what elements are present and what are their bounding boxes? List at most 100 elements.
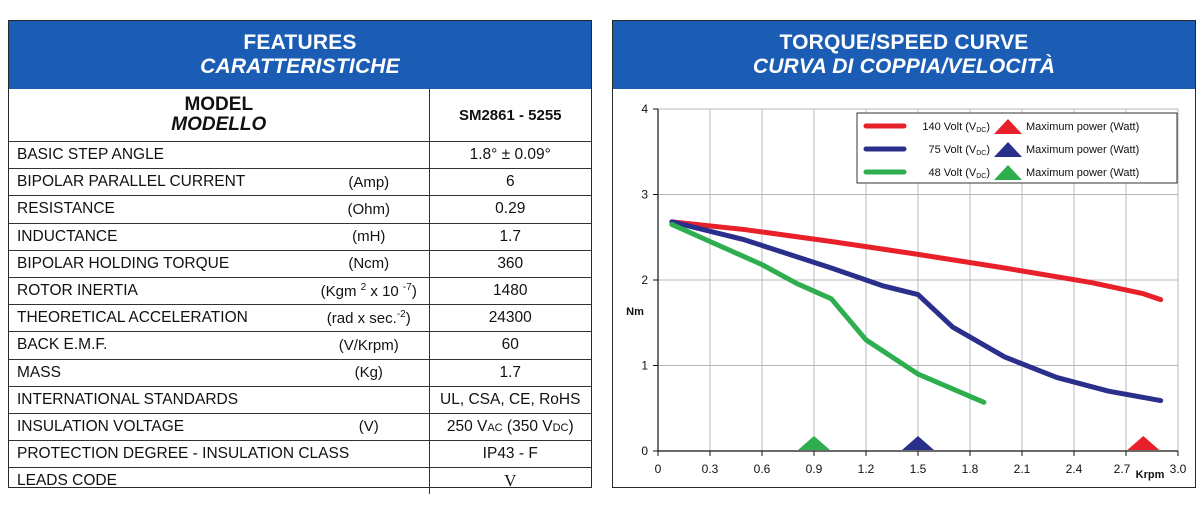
x-tick-label: 1.8 <box>962 462 979 476</box>
spec-unit <box>309 386 430 414</box>
spec-row: BIPOLAR PARALLEL CURRENT (Amp) 6 <box>9 168 591 197</box>
spec-row: BACK E.M.F. (V/Krpm) 60 <box>9 331 591 360</box>
legend-triangle <box>994 165 1022 180</box>
spec-name: INDUCTANCE <box>9 223 309 251</box>
y-tick-label: 1 <box>641 359 648 373</box>
x-tick-label: 1.2 <box>858 462 875 476</box>
spec-unit-exponent: 2 <box>360 282 367 294</box>
torque-speed-panel: TORQUE/SPEED CURVE CURVA DI COPPIA/VELOC… <box>612 20 1196 488</box>
model-label: MODEL <box>184 94 254 115</box>
spec-unit-text: ) <box>411 283 417 301</box>
legend-label: 48 Volt (VDC) <box>929 167 991 180</box>
y-tick-label: 3 <box>641 188 648 202</box>
spec-row: BIPOLAR HOLDING TORQUE (Ncm) 360 <box>9 250 591 278</box>
max-power-marker <box>1127 436 1160 450</box>
spec-value-text: (350 V <box>502 417 553 435</box>
spec-name: MASS <box>9 359 309 387</box>
model-row: MODEL MODELLO SM2861 - 5255 <box>9 89 591 142</box>
features-header: FEATURES CARATTERISTICHE <box>9 21 591 89</box>
legend-box <box>856 112 1178 184</box>
legend-label: 140 Volt (VDC) <box>922 121 990 134</box>
spec-name: INSULATION VOLTAGE <box>9 413 309 442</box>
spec-value: 1.7 <box>429 359 591 387</box>
x-tick-label: 0.3 <box>702 462 719 476</box>
x-tick-label: 0.9 <box>806 462 823 476</box>
spec-row: INTERNATIONAL STANDARDS UL, CSA, CE, RoHS <box>9 386 591 414</box>
max-power-marker <box>902 436 934 450</box>
legend-marker-text: Maximum power (Watt) <box>1026 144 1139 156</box>
spec-value: 1.7 <box>429 223 591 251</box>
spec-value: 0.29 <box>429 195 591 224</box>
y-tick-label: 4 <box>641 102 648 116</box>
spec-row: PROTECTION DEGREE - INSULATION CLASS IP43… <box>9 440 591 469</box>
spec-name: PROTECTION DEGREE - INSULATION CLASS <box>9 440 349 469</box>
features-subtitle: CARATTERISTICHE <box>200 55 400 78</box>
spec-value: UL, CSA, CE, RoHS <box>429 386 591 414</box>
legend-label-text: 140 Volt (V <box>922 121 976 133</box>
spec-value: V <box>504 471 517 491</box>
chart-title: TORQUE/SPEED CURVE <box>779 31 1029 54</box>
spec-unit <box>309 467 430 495</box>
series-line <box>669 221 987 405</box>
spec-value-sub: DC <box>552 421 569 434</box>
y-tick-label: 2 <box>641 273 648 287</box>
features-panel: FEATURES CARATTERISTICHE MODEL MODELLO S… <box>8 20 592 495</box>
spec-unit: (Ncm) <box>309 250 430 278</box>
spec-unit-text: (rad x sec. <box>326 310 397 328</box>
legend-label-end: ) <box>986 144 990 156</box>
x-axis-label: Krpm <box>1136 469 1165 481</box>
spec-name: LEADS CODE <box>17 472 117 490</box>
spec-unit: (V) <box>309 413 430 442</box>
model-label-it: MODELLO <box>171 114 267 135</box>
spec-row: MASS (Kg) 1.7 <box>9 359 591 387</box>
spec-unit <box>309 440 430 469</box>
x-tick-label: 0 <box>655 462 662 476</box>
spec-unit: (Kgm 2 x 10 -7) <box>309 277 430 306</box>
x-tick-label: 2.4 <box>1066 462 1083 476</box>
spec-value: 1480 <box>429 277 591 306</box>
spec-unit: (Kg) <box>309 359 430 387</box>
spec-name: BASIC STEP ANGLE <box>9 141 309 170</box>
spec-value: 6 <box>429 168 591 197</box>
spec-value: 24300 <box>429 304 591 333</box>
spec-unit: (mH) <box>309 223 430 251</box>
series-line <box>669 219 1164 303</box>
spec-value: IP43 - F <box>429 440 591 469</box>
spec-name: ROTOR INERTIA <box>9 277 309 306</box>
legend-label-text: 48 Volt (V <box>929 167 977 179</box>
spec-name: BACK E.M.F. <box>9 331 309 360</box>
legend-marker-text: Maximum power (Watt) <box>1026 167 1139 179</box>
spec-name: THEORETICAL ACCELERATION <box>9 304 309 333</box>
spec-value-sub: AC <box>487 421 503 434</box>
spec-name: BIPOLAR PARALLEL CURRENT <box>9 168 309 197</box>
spec-value: 250 VAC (350 VDC) <box>429 413 591 442</box>
spec-row: ROTOR INERTIA (Kgm 2 x 10 -7) 1480 <box>9 277 591 306</box>
spec-unit: (V/Krpm) <box>309 331 430 360</box>
spec-unit <box>309 141 430 170</box>
x-tick-label: 2.1 <box>1014 462 1031 476</box>
y-tick-label: 0 <box>641 444 648 458</box>
spec-unit-text: ) <box>405 310 411 328</box>
spec-name: INTERNATIONAL STANDARDS <box>9 386 309 414</box>
spec-name: BIPOLAR HOLDING TORQUE <box>9 250 309 278</box>
model-value: SM2861 - 5255 <box>429 89 591 142</box>
features-title: FEATURES <box>243 31 357 54</box>
spec-row: LEADS CODE V <box>9 467 591 495</box>
legend-label-sub: DC <box>976 173 986 180</box>
legend-triangle <box>994 142 1022 157</box>
legend-label-sub: DC <box>976 150 986 157</box>
spec-value: 60 <box>429 331 591 360</box>
spec-row: INSULATION VOLTAGE (V) 250 VAC (350 VDC) <box>9 413 591 442</box>
legend-label-end: ) <box>986 167 990 179</box>
x-tick-label: 0.6 <box>754 462 771 476</box>
spec-value-text: ) <box>568 417 574 435</box>
legend-marker-text: Maximum power (Watt) <box>1026 121 1139 133</box>
legend-label: 75 Volt (VDC) <box>929 144 991 157</box>
chart-subtitle: CURVA DI COPPIA/VELOCITÀ <box>752 55 1056 78</box>
spec-unit-text: x 10 <box>366 283 403 301</box>
spec-value: 1.8° ± 0.09° <box>429 141 591 170</box>
legend-label-end: ) <box>986 121 990 133</box>
series-line <box>669 219 1164 404</box>
spec-row: RESISTANCE (Ohm) 0.29 <box>9 195 591 224</box>
spec-unit-exponent: -2 <box>396 309 406 321</box>
